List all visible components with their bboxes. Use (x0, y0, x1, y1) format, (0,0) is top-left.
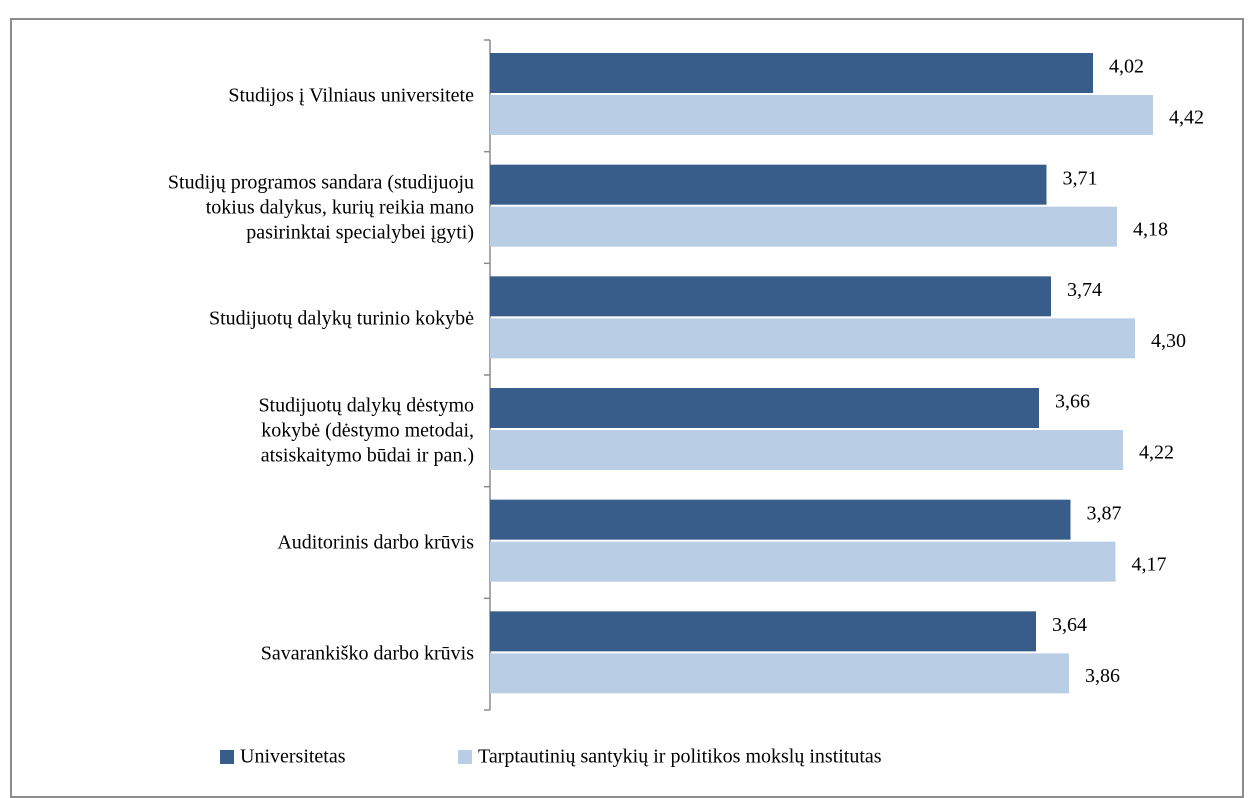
category-label: Studijuotų dalykų turinio kokybė (209, 307, 474, 330)
bar (490, 53, 1093, 93)
value-label: 3,87 (1087, 502, 1122, 524)
bar (490, 206, 1117, 247)
bar (490, 430, 1123, 470)
legend-swatch (220, 750, 234, 764)
bar (490, 499, 1071, 540)
value-label: 4,18 (1133, 218, 1168, 240)
value-label: 3,74 (1067, 279, 1102, 301)
value-label: 4,42 (1169, 107, 1204, 129)
bar (490, 653, 1069, 694)
value-label: 4,17 (1132, 553, 1167, 575)
category-label: Studijuotų dalykų dėstymo kokybė (dėstym… (258, 394, 474, 467)
category-label: Studijų programos sandara (studijuoju to… (167, 171, 474, 243)
value-label: 4,22 (1139, 442, 1174, 464)
value-label: 4,02 (1109, 56, 1144, 78)
bar (490, 541, 1116, 582)
category-label: Studijos į Vilniaus universitete (228, 84, 474, 107)
legend-label: Tarptautinių santykių ir politikos moksl… (478, 746, 882, 768)
bar (490, 318, 1135, 359)
value-label: 3,86 (1085, 665, 1120, 687)
value-label: 3,66 (1055, 391, 1090, 413)
legend-swatch (458, 750, 472, 764)
value-label: 4,30 (1151, 330, 1186, 352)
bar (490, 164, 1047, 205)
bar (490, 95, 1153, 135)
value-label: 3,71 (1063, 167, 1098, 189)
category-label: Auditorinis darbo krūvis (277, 531, 474, 553)
bar (490, 388, 1039, 428)
category-label: Savarankiško darbo krūvis (260, 642, 474, 665)
bar (490, 276, 1051, 317)
legend-label: Universitetas (240, 746, 346, 768)
bar (490, 611, 1036, 652)
value-label: 3,64 (1052, 614, 1087, 636)
